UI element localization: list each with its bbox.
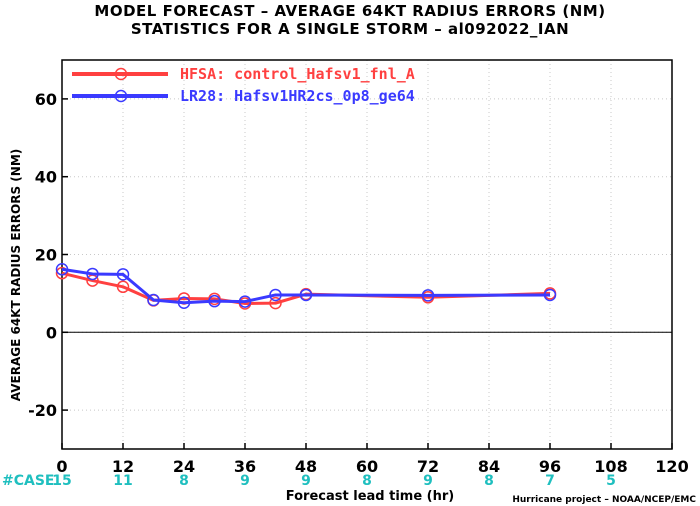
data-point — [55, 266, 69, 280]
gridlines — [61, 60, 673, 449]
x-tick-label: 12 — [112, 457, 134, 476]
x-tick-label: 0 — [56, 457, 67, 476]
data-point — [116, 268, 130, 281]
data-point — [269, 288, 282, 302]
data-point — [421, 289, 435, 302]
y-axis-label: AVERAGE 64KT RADIUS ERRORS (NM) — [9, 149, 23, 401]
y-tick-label: 0 — [46, 323, 57, 342]
y-tick-label: 20 — [35, 246, 57, 265]
x-tick-label: 108 — [594, 457, 627, 476]
x-tick-labels: 0 12 24 36 48 60 72 84 96 108 120 — [56, 443, 689, 476]
data-point — [269, 296, 282, 310]
case-label: #CASE — [2, 473, 55, 489]
data-point — [299, 288, 313, 302]
case-count: 9 — [301, 473, 311, 489]
case-count: 5 — [606, 473, 616, 489]
chart-title: MODEL FORECAST – AVERAGE 64KT RADIUS ERR… — [94, 2, 606, 20]
legend-marker — [114, 67, 128, 81]
case-count: 9 — [423, 473, 433, 489]
series-line-2 — [61, 267, 551, 305]
chart-subtitle: STATISTICS FOR A SINGLE STORM – al092022… — [130, 20, 570, 38]
case-count: 11 — [113, 473, 132, 489]
legend-entry: HFSA: control_Hafsv1_fnl_A — [180, 65, 415, 83]
credit-text: Hurricane project – NOAA/NCEP/EMC — [512, 495, 696, 505]
x-tick-label: 120 — [655, 457, 688, 476]
data-point — [55, 263, 69, 276]
y-tick-label: 40 — [35, 168, 57, 187]
case-count: 15 — [52, 473, 71, 489]
case-count: 8 — [362, 473, 372, 489]
data-point — [116, 280, 130, 294]
data-point — [208, 294, 221, 308]
x-tick-label: 48 — [295, 457, 317, 476]
x-tick-label: 24 — [173, 457, 195, 476]
case-count: 8 — [179, 473, 189, 489]
legend-entry: LR28: Hafsv1HR2cs_0p8_ge64 — [180, 87, 415, 105]
case-count: 7 — [545, 473, 555, 489]
x-tick-label: 36 — [234, 457, 256, 476]
data-point — [177, 296, 191, 309]
x-axis-label: Forecast lead time (hr) — [286, 489, 454, 504]
y-tick-label: 60 — [35, 90, 57, 109]
x-tick-label: 72 — [417, 457, 439, 476]
series-lines — [55, 263, 557, 310]
x-tick-label: 96 — [539, 457, 561, 476]
legend: HFSA: control_Hafsv1_fnl_A LR28: Hafsv1HR… — [72, 65, 415, 105]
data-point — [86, 267, 99, 281]
x-tick-label: 84 — [478, 457, 500, 476]
case-count: 8 — [484, 473, 494, 489]
data-point — [543, 288, 557, 302]
y-tick-labels: -20 0 20 40 60 — [28, 90, 68, 420]
case-count: 9 — [240, 473, 250, 489]
y-tick-label: -20 — [28, 401, 57, 420]
data-point — [238, 295, 252, 308]
x-tick-label: 60 — [356, 457, 378, 476]
data-point — [147, 293, 160, 307]
legend-marker — [114, 89, 128, 103]
